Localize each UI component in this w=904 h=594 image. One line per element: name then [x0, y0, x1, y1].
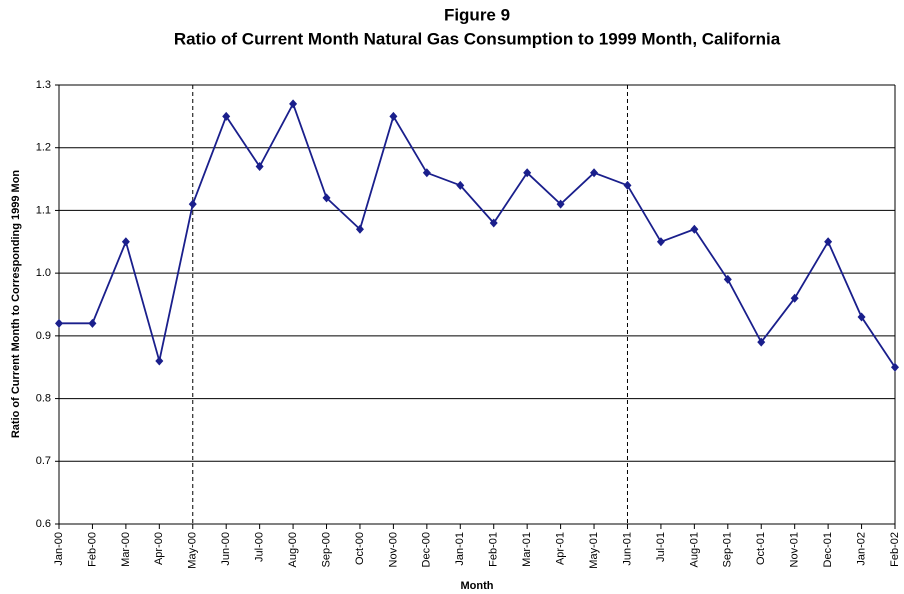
point-marker — [389, 111, 398, 121]
x-tick-label: May-01 — [588, 532, 600, 569]
x-tick-label: Jul-01 — [655, 532, 667, 562]
point-marker — [456, 180, 465, 190]
chart-title: Figure 9 — [444, 5, 510, 24]
y-tick-label: 1.1 — [36, 204, 51, 216]
point-marker — [188, 199, 197, 209]
x-tick-label: Jul-00 — [254, 532, 266, 562]
point-marker — [523, 168, 532, 178]
point-marker — [355, 224, 364, 234]
x-tick-label: May-00 — [187, 532, 199, 569]
point-marker — [322, 193, 331, 203]
point-marker — [88, 318, 97, 328]
point-marker — [690, 224, 699, 234]
x-tick-label: Dec-01 — [822, 532, 834, 567]
point-marker — [255, 162, 264, 172]
x-tick-label: Sep-01 — [722, 532, 734, 567]
point-marker — [656, 237, 665, 247]
x-tick-label: Apr-00 — [153, 532, 165, 565]
chart-subtitle: Ratio of Current Month Natural Gas Consu… — [174, 29, 781, 48]
point-marker — [155, 356, 164, 366]
y-tick-label: 1.3 — [36, 79, 51, 91]
y-tick-label: 1.2 — [36, 142, 51, 154]
x-tick-label: Jun-01 — [621, 532, 633, 566]
x-tick-label: Oct-01 — [755, 532, 767, 565]
x-tick-label: Jan-01 — [454, 532, 466, 566]
x-tick-label: Jan-00 — [53, 532, 65, 566]
x-tick-label: Jun-00 — [220, 532, 232, 566]
point-marker — [757, 337, 766, 347]
x-tick-label: Apr-01 — [555, 532, 567, 565]
point-marker — [289, 99, 298, 109]
x-tick-label: Feb-01 — [488, 532, 500, 567]
point-marker — [489, 218, 498, 228]
point-marker — [623, 180, 632, 190]
point-marker — [590, 168, 599, 178]
y-tick-label: 0.8 — [36, 392, 51, 404]
y-tick-label: 0.7 — [36, 455, 51, 467]
point-marker — [790, 293, 799, 303]
series-line — [59, 101, 896, 368]
point-marker — [824, 237, 833, 247]
point-marker — [55, 318, 63, 328]
point-marker — [422, 168, 431, 178]
point-marker — [857, 312, 866, 322]
x-tick-label: Aug-00 — [287, 532, 299, 567]
point-marker — [222, 111, 231, 121]
x-axis-title: Month — [461, 580, 494, 592]
point-marker — [891, 362, 899, 372]
x-tick-label: Sep-00 — [320, 532, 332, 567]
x-tick-label: Mar-01 — [521, 532, 533, 567]
y-tick-label: 0.6 — [36, 518, 51, 530]
x-tick-label: Nov-01 — [789, 532, 801, 567]
y-tick-label: 0.9 — [36, 330, 51, 342]
x-tick-label: Nov-00 — [387, 532, 399, 567]
x-tick-label: Feb-00 — [86, 532, 98, 567]
point-marker — [556, 199, 565, 209]
point-marker — [121, 237, 130, 247]
x-tick-label: Dec-00 — [421, 532, 433, 567]
x-tick-label: Oct-00 — [354, 532, 366, 565]
point-marker — [723, 274, 732, 284]
y-tick-label: 1.0 — [36, 267, 51, 279]
x-tick-label: Aug-01 — [688, 532, 700, 567]
x-tick-label: Mar-00 — [120, 532, 132, 567]
x-tick-label: Jan-02 — [855, 532, 867, 566]
x-tick-label: Feb-02 — [889, 532, 901, 567]
y-axis-title: Ratio of Current Month to Corresponding … — [10, 170, 22, 439]
